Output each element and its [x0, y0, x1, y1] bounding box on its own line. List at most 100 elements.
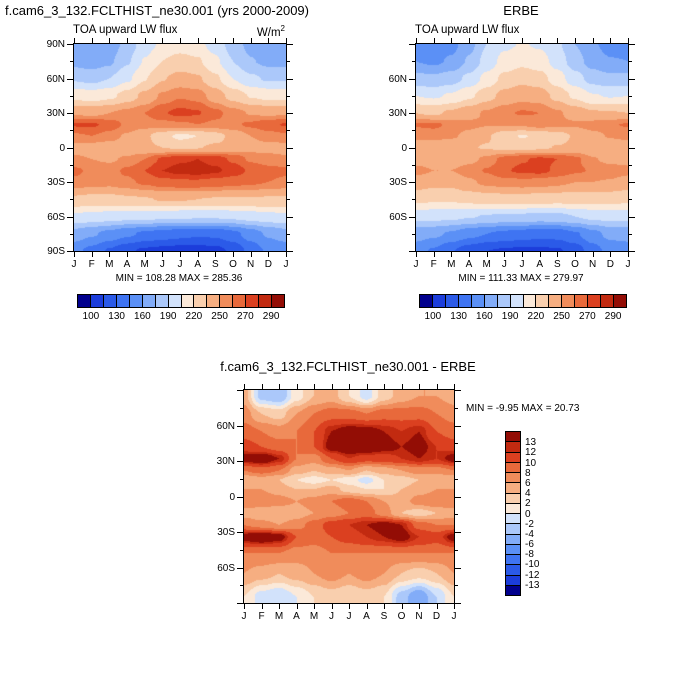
- x-axis-tick: [557, 252, 558, 257]
- colorbar-segment: [206, 295, 220, 307]
- y-axis-tick: [287, 113, 293, 114]
- colorbar-segment: [470, 295, 484, 307]
- y-axis-tick: [70, 61, 73, 62]
- colorbar-segment: [78, 295, 90, 307]
- x-axis-tick: [487, 38, 488, 43]
- model-minmax: MIN = 108.28 MAX = 285.36: [115, 273, 243, 284]
- month-label: A: [293, 611, 300, 622]
- colorbar-label: 13: [525, 437, 537, 449]
- y-axis-tick: [455, 479, 458, 480]
- x-axis-tick: [332, 604, 333, 609]
- lat-label: 60S: [217, 562, 235, 574]
- y-axis-tick: [240, 585, 243, 586]
- x-axis-tick: [416, 38, 417, 43]
- y-axis-tick: [455, 390, 461, 391]
- month-label: S: [211, 259, 219, 270]
- y-axis-tick: [237, 532, 243, 533]
- x-axis-tick: [145, 38, 146, 43]
- colorbar-label: 220: [185, 311, 203, 322]
- colorbar-label: -12: [525, 569, 540, 581]
- y-axis-tick: [629, 79, 635, 80]
- x-axis-tick: [215, 38, 216, 43]
- month-label: N: [415, 611, 423, 622]
- y-axis-tick: [455, 426, 461, 427]
- x-axis-tick: [109, 252, 110, 257]
- month-label: A: [123, 259, 131, 270]
- colorbar-segment: [561, 295, 575, 307]
- x-axis-tick: [384, 384, 385, 389]
- colorbar-segment: [506, 533, 520, 544]
- model-panel-title: f.cam6_3_132.FCLTHIST_ne30.001 (yrs 2000…: [5, 3, 309, 18]
- x-axis-tick: [384, 604, 385, 609]
- colorbar-segment: [506, 574, 520, 585]
- colorbar-segment: [219, 295, 233, 307]
- y-axis-tick: [237, 461, 243, 462]
- month-label: A: [194, 259, 201, 270]
- obs-contour-canvas: [416, 44, 628, 251]
- colorbar-label: 190: [159, 311, 177, 322]
- y-axis-tick: [67, 113, 73, 114]
- colorbar-segment: [506, 492, 520, 503]
- x-axis-tick: [145, 252, 146, 257]
- colorbar-segment: [102, 295, 116, 307]
- month-label: A: [465, 259, 473, 270]
- x-axis-tick: [74, 252, 75, 257]
- colorbar-segment: [232, 295, 246, 307]
- x-axis-tick: [434, 252, 435, 257]
- y-axis-tick: [70, 199, 73, 200]
- model-subtitle: TOA upward LW flux: [73, 24, 178, 36]
- y-axis-tick: [287, 199, 290, 200]
- month-label: A: [363, 611, 370, 622]
- y-axis-tick: [67, 182, 73, 183]
- colorbar-label: 12: [525, 447, 537, 459]
- colorbar-label: 290: [604, 311, 622, 322]
- colorbar-label: -10: [525, 559, 540, 571]
- diff-panel-title: f.cam6_3_132.FCLTHIST_ne30.001 - ERBE: [220, 359, 476, 374]
- month-label: M: [274, 611, 284, 622]
- month-label: J: [501, 259, 507, 270]
- lat-label: 60N: [46, 73, 65, 85]
- colorbar-segment: [180, 295, 194, 307]
- lat-label: 60N: [216, 420, 235, 432]
- colorbar-label: 130: [450, 311, 467, 322]
- y-axis-tick: [70, 234, 73, 235]
- y-axis-tick: [287, 130, 290, 131]
- y-axis-tick: [287, 79, 293, 80]
- x-axis-tick: [522, 252, 523, 257]
- colorbar-segment: [258, 295, 272, 307]
- colorbar-segment: [506, 502, 520, 513]
- lat-label: 0: [59, 142, 65, 154]
- x-axis-tick: [244, 384, 245, 389]
- colorbar-segment: [506, 441, 520, 452]
- month-label: D: [432, 611, 441, 622]
- y-axis-tick: [412, 96, 415, 97]
- x-axis-tick: [402, 384, 403, 389]
- month-label: O: [397, 611, 406, 622]
- x-axis-tick: [593, 252, 594, 257]
- colorbar-segment: [271, 295, 284, 307]
- colorbar-segment: [548, 295, 562, 307]
- lat-label: 60S: [389, 211, 407, 223]
- x-axis-tick: [233, 38, 234, 43]
- x-axis-tick: [434, 38, 435, 43]
- x-axis-tick: [451, 38, 452, 43]
- colorbar-segment: [506, 523, 520, 534]
- month-label: N: [247, 259, 255, 270]
- obs-contour-plot: 60N 30N 0 30S 60S J F M A M J J A S O N D J: [389, 38, 635, 270]
- month-label: J: [159, 259, 165, 270]
- y-axis-tick: [629, 113, 635, 114]
- colorbar-segment: [535, 295, 549, 307]
- x-axis-tick: [262, 604, 263, 609]
- colorbar-segment: [431, 295, 445, 307]
- x-axis-tick: [233, 252, 234, 257]
- x-axis-tick: [268, 252, 269, 257]
- x-axis-tick: [469, 38, 470, 43]
- colorbar-label: 8: [525, 467, 531, 479]
- colorbar-segment: [496, 295, 510, 307]
- x-axis-tick: [610, 38, 611, 43]
- month-label: N: [589, 259, 597, 270]
- colorbar-label: -8: [525, 549, 534, 561]
- y-axis-tick: [67, 79, 73, 80]
- y-axis-tick: [67, 217, 73, 218]
- y-axis-tick: [629, 234, 632, 235]
